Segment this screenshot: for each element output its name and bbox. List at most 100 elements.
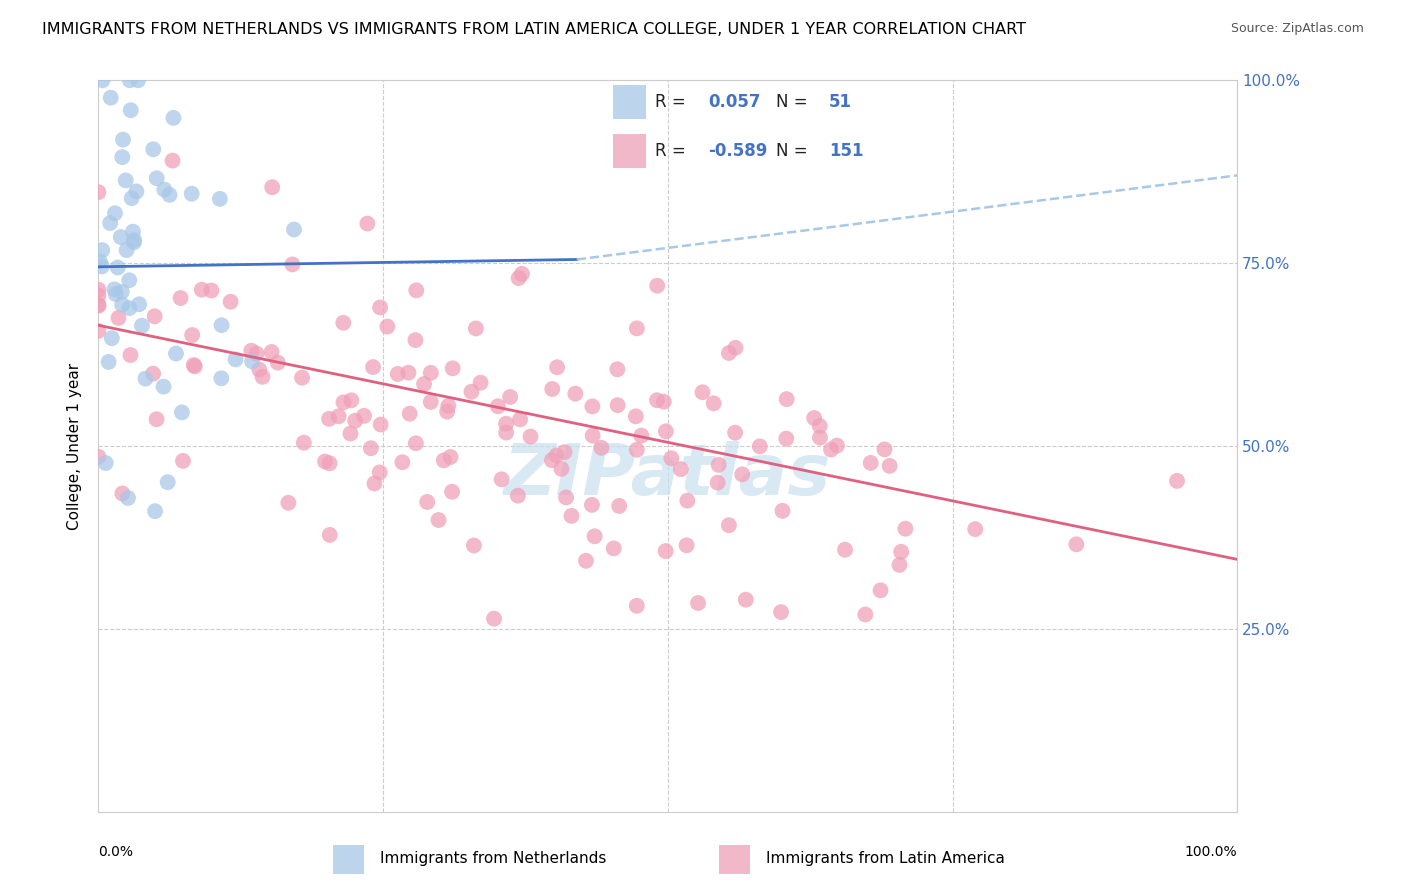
Point <box>707 458 730 472</box>
Point <box>111 285 134 299</box>
Point <box>87 283 110 297</box>
Point <box>114 173 136 187</box>
Point <box>575 554 598 568</box>
Point <box>318 456 340 470</box>
Point <box>122 235 145 250</box>
Point <box>731 467 754 482</box>
Point <box>546 360 568 375</box>
Point <box>706 475 728 490</box>
Point <box>87 324 110 338</box>
Point <box>98 216 121 230</box>
Point <box>717 518 740 533</box>
Point <box>101 331 124 345</box>
Point <box>183 358 205 372</box>
Point <box>441 484 464 499</box>
Y-axis label: College, Under 1 year: College, Under 1 year <box>67 362 83 530</box>
Point <box>115 243 138 257</box>
Point <box>724 341 747 355</box>
Point <box>87 298 110 312</box>
Point <box>142 142 165 156</box>
Point <box>439 450 461 464</box>
Point <box>626 442 648 457</box>
Point <box>332 395 354 409</box>
Point <box>541 453 564 467</box>
Point <box>405 283 427 297</box>
Point <box>776 392 799 406</box>
Point <box>675 538 697 552</box>
Point <box>90 260 112 274</box>
Point <box>869 583 891 598</box>
Point <box>107 260 129 275</box>
Point <box>370 417 392 432</box>
Point <box>291 370 314 384</box>
Point <box>607 499 630 513</box>
Point <box>686 596 709 610</box>
Point <box>509 412 531 426</box>
Point <box>361 360 384 375</box>
Point <box>859 456 882 470</box>
Point <box>555 491 578 505</box>
Point <box>142 367 165 381</box>
Point <box>118 301 141 315</box>
Point <box>652 394 675 409</box>
Point <box>122 225 145 239</box>
Point <box>356 217 378 231</box>
Point <box>267 356 290 370</box>
Point <box>156 475 179 490</box>
Point <box>181 328 204 343</box>
Point <box>190 283 212 297</box>
Point <box>208 192 231 206</box>
Point <box>820 442 842 457</box>
Point <box>495 425 517 440</box>
Point <box>344 414 367 428</box>
Text: Immigrants from Latin America: Immigrants from Latin America <box>766 851 1005 866</box>
Point <box>398 366 420 380</box>
Point <box>240 354 263 368</box>
Point <box>162 153 184 168</box>
Point <box>398 407 420 421</box>
Text: R =: R = <box>655 142 690 160</box>
Point <box>437 399 460 413</box>
Point <box>603 541 626 556</box>
Point <box>97 355 120 369</box>
Point <box>87 288 110 302</box>
Point <box>219 294 242 309</box>
Point <box>808 431 831 445</box>
Point <box>499 390 522 404</box>
Point <box>120 103 142 118</box>
Point <box>292 435 315 450</box>
Point <box>104 206 127 220</box>
Point <box>808 419 831 434</box>
Point <box>825 439 848 453</box>
Point <box>770 605 793 619</box>
Point <box>550 462 572 476</box>
Point <box>676 493 699 508</box>
Point <box>419 395 441 409</box>
Point <box>87 450 110 464</box>
Bar <box>613 85 645 119</box>
Point <box>606 398 628 412</box>
Point <box>436 404 458 418</box>
Point <box>283 222 305 236</box>
Point <box>692 385 714 400</box>
Text: Source: ZipAtlas.com: Source: ZipAtlas.com <box>1230 22 1364 36</box>
Point <box>873 442 896 457</box>
Point <box>1166 474 1188 488</box>
Point <box>463 539 485 553</box>
Bar <box>718 845 751 874</box>
Point <box>209 371 232 385</box>
Point <box>433 453 456 467</box>
Point <box>131 318 153 333</box>
Point <box>118 73 141 87</box>
Point <box>134 372 156 386</box>
Point <box>748 439 770 453</box>
Text: IMMIGRANTS FROM NETHERLANDS VS IMMIGRANTS FROM LATIN AMERICA COLLEGE, UNDER 1 YE: IMMIGRANTS FROM NETHERLANDS VS IMMIGRANT… <box>42 22 1026 37</box>
Text: 0.0%: 0.0% <box>98 845 134 859</box>
Point <box>772 504 794 518</box>
Point <box>122 233 145 247</box>
Point <box>834 542 856 557</box>
Point <box>328 409 350 424</box>
Point <box>413 376 436 391</box>
Point <box>127 73 149 87</box>
Point <box>375 319 398 334</box>
